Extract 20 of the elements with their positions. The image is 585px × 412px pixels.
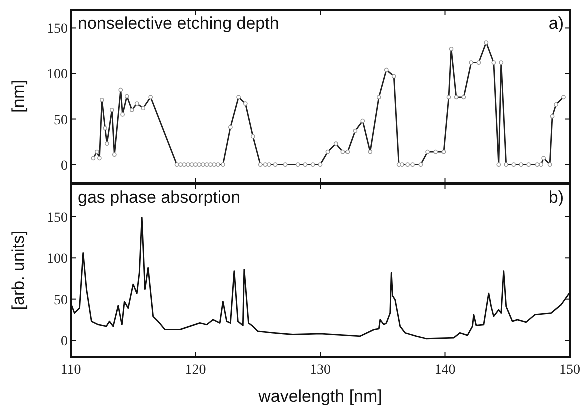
y-tick-label: 50 [54,113,68,128]
chart-title: gas phase absorption [78,188,241,207]
y-tick-label: 150 [47,210,68,226]
y-tick-label: 0 [61,334,68,350]
y-tick-label: 150 [47,22,68,38]
y-tick-label: 100 [47,252,68,268]
annotation: a) [548,14,564,33]
y-axis-title: [arb. units] [9,230,28,310]
y-axis-title: [nm] [9,80,28,114]
x-tick-label: 110 [60,363,82,378]
x-tick-label: 150 [560,363,580,378]
y-tick-label: 50 [54,293,68,308]
y-tick-label: 100 [47,68,68,83]
x-axis-title: wavelength [nm] [258,387,382,406]
y-tick-label: 0 [61,158,68,174]
annotation: b) [548,188,564,207]
x-tick-label: 120 [185,363,206,378]
x-tick-label: 130 [310,363,331,378]
x-tick-label: 140 [434,363,456,378]
chart-title: nonselective etching depth [78,14,280,33]
